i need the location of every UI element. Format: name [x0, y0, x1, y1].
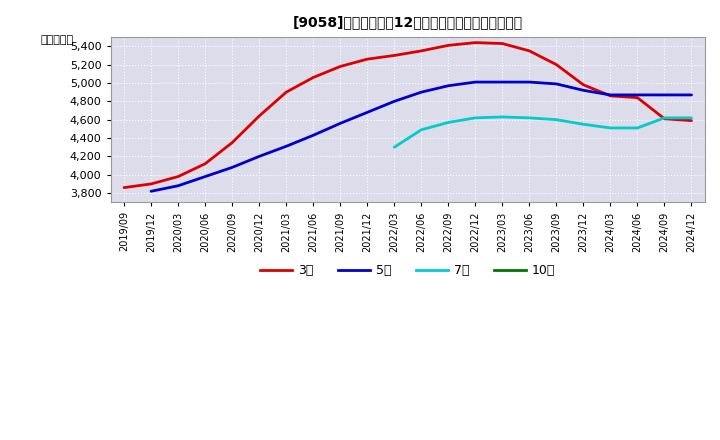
Y-axis label: （百万円）: （百万円）: [40, 36, 73, 45]
Legend: 3年, 5年, 7年, 10年: 3年, 5年, 7年, 10年: [256, 259, 560, 282]
Title: [9058]　当期純利益12か月移動合計の平均値の推移: [9058] 当期純利益12か月移動合計の平均値の推移: [293, 15, 523, 29]
